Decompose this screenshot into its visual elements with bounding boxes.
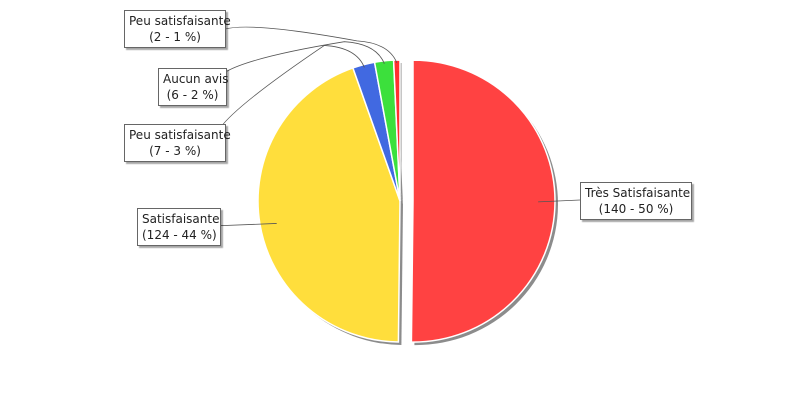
slice-label-tres-satisfaisante: Très Satisfaisante (140 - 50 %)	[580, 182, 692, 220]
slice-label-detail: (124 - 44 %)	[142, 228, 217, 242]
pie-slice-peu-satisfaisante-4	[392, 59, 401, 202]
leader-line	[211, 223, 277, 227]
slice-label-name: Peu satisfaisante	[129, 128, 231, 142]
slice-label-name: Peu satisfaisante	[129, 14, 231, 28]
slice-label-name: Très Satisfaisante	[585, 186, 691, 200]
slice-label-detail: (2 - 1 %)	[149, 30, 201, 44]
leader-line	[215, 45, 365, 137]
slice-label-detail: (140 - 50 %)	[598, 202, 674, 216]
slice-label-detail: (7 - 3 %)	[149, 144, 201, 158]
slice-label-peu-satisfaisante-2: Peu satisfaisante (2 - 1 %)	[124, 10, 231, 48]
slice-label-detail: (6 - 2 %)	[166, 88, 219, 102]
slice-label-name: Aucun avis	[163, 72, 229, 86]
slice-label-peu-satisfaisante-7: Peu satisfaisante (7 - 3 %)	[124, 124, 231, 162]
slice-label-satisfaisante: Satisfaisante (124 - 44 %)	[137, 208, 221, 246]
pie-slice-tres-satisfaisante-0	[410, 59, 556, 343]
slice-label-aucun-avis: Aucun avis (6 - 2 %)	[158, 68, 229, 106]
leader-line	[538, 199, 581, 203]
slice-label-name: Satisfaisante	[142, 212, 220, 226]
